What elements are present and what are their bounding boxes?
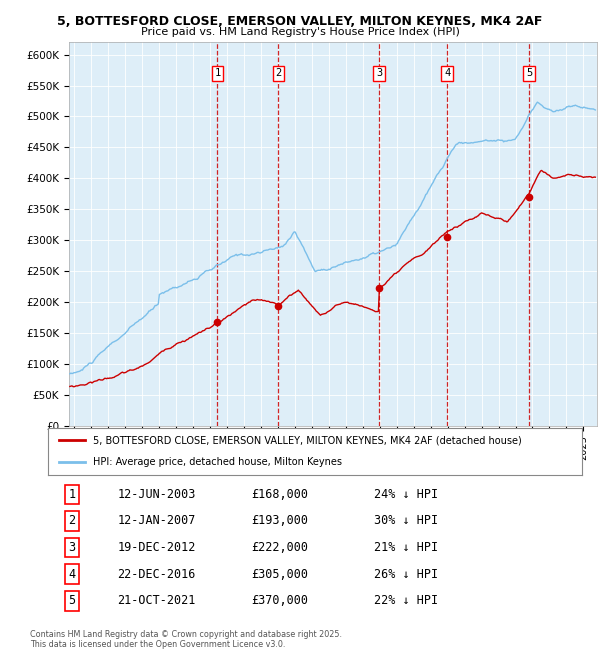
Text: 3: 3 bbox=[68, 541, 76, 554]
Text: 3: 3 bbox=[376, 68, 382, 78]
Text: HPI: Average price, detached house, Milton Keynes: HPI: Average price, detached house, Milt… bbox=[94, 457, 343, 467]
Text: Price paid vs. HM Land Registry's House Price Index (HPI): Price paid vs. HM Land Registry's House … bbox=[140, 27, 460, 37]
Text: 22% ↓ HPI: 22% ↓ HPI bbox=[374, 594, 438, 607]
Text: 12-JUN-2003: 12-JUN-2003 bbox=[118, 488, 196, 500]
Text: 2: 2 bbox=[275, 68, 281, 78]
Text: 21% ↓ HPI: 21% ↓ HPI bbox=[374, 541, 438, 554]
Text: 1: 1 bbox=[214, 68, 221, 78]
Text: £193,000: £193,000 bbox=[251, 515, 308, 528]
Text: 19-DEC-2012: 19-DEC-2012 bbox=[118, 541, 196, 554]
Text: Contains HM Land Registry data © Crown copyright and database right 2025.
This d: Contains HM Land Registry data © Crown c… bbox=[30, 630, 342, 649]
Text: 5: 5 bbox=[526, 68, 532, 78]
Text: 26% ↓ HPI: 26% ↓ HPI bbox=[374, 568, 438, 581]
Text: 24% ↓ HPI: 24% ↓ HPI bbox=[374, 488, 438, 500]
Text: 12-JAN-2007: 12-JAN-2007 bbox=[118, 515, 196, 528]
Text: £168,000: £168,000 bbox=[251, 488, 308, 500]
Text: 4: 4 bbox=[68, 568, 76, 581]
Text: 4: 4 bbox=[444, 68, 450, 78]
Text: 1: 1 bbox=[68, 488, 76, 500]
Text: 22-DEC-2016: 22-DEC-2016 bbox=[118, 568, 196, 581]
Text: 30% ↓ HPI: 30% ↓ HPI bbox=[374, 515, 438, 528]
Text: £305,000: £305,000 bbox=[251, 568, 308, 581]
Text: 5: 5 bbox=[68, 594, 76, 607]
Text: £370,000: £370,000 bbox=[251, 594, 308, 607]
Text: 21-OCT-2021: 21-OCT-2021 bbox=[118, 594, 196, 607]
Text: 5, BOTTESFORD CLOSE, EMERSON VALLEY, MILTON KEYNES, MK4 2AF: 5, BOTTESFORD CLOSE, EMERSON VALLEY, MIL… bbox=[58, 15, 542, 28]
Text: 5, BOTTESFORD CLOSE, EMERSON VALLEY, MILTON KEYNES, MK4 2AF (detached house): 5, BOTTESFORD CLOSE, EMERSON VALLEY, MIL… bbox=[94, 436, 522, 445]
Text: 2: 2 bbox=[68, 515, 76, 528]
Text: £222,000: £222,000 bbox=[251, 541, 308, 554]
